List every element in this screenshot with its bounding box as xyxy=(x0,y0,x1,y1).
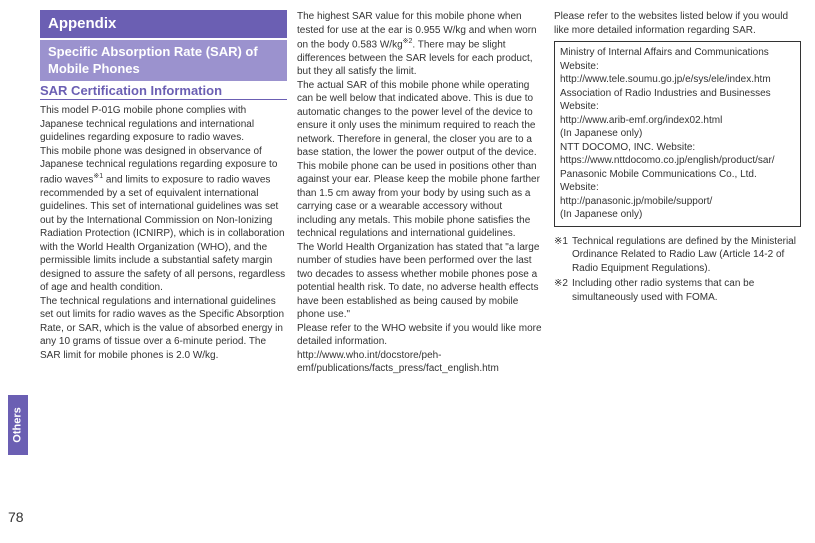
sar-heading: Specific Absorption Rate (SAR) of Mobile… xyxy=(40,40,287,81)
col1-para1: This model P-01G mobile phone complies w… xyxy=(40,104,287,145)
footnote-2: ※2 Including other radio systems that ca… xyxy=(554,277,801,304)
box-line-5: (In Japanese only) xyxy=(560,127,795,141)
col2-para1: The highest SAR value for this mobile ph… xyxy=(297,10,544,79)
box-line-10: (In Japanese only) xyxy=(560,208,795,222)
box-line-8: Panasonic Mobile Communications Co., Ltd… xyxy=(560,168,795,195)
footnote-2-text: Including other radio systems that can b… xyxy=(572,277,801,304)
appendix-heading: Appendix xyxy=(40,10,287,38)
col2-para2: The actual SAR of this mobile phone whil… xyxy=(297,79,544,160)
box-line-3: Association of Radio Industries and Busi… xyxy=(560,87,795,114)
column-1: Appendix Specific Absorption Rate (SAR) … xyxy=(40,10,287,533)
box-line-4: http://www.arib-emf.org/index02.html xyxy=(560,114,795,128)
footnote-2-mark: ※2 xyxy=(554,277,568,304)
cert-heading: SAR Certification Information xyxy=(40,83,287,101)
box-line-9: http://panasonic.jp/mobile/support/ xyxy=(560,195,795,209)
websites-box: Ministry of Internal Affairs and Communi… xyxy=(554,41,801,227)
col2-para1-sup: ※2 xyxy=(403,38,413,45)
box-line-7: https://www.nttdocomo.co.jp/english/prod… xyxy=(560,154,795,168)
page: Appendix Specific Absorption Rate (SAR) … xyxy=(0,0,815,543)
col2-para5: Please refer to the WHO website if you w… xyxy=(297,322,544,349)
footnote-1: ※1 Technical regulations are defined by … xyxy=(554,235,801,276)
col2-para4: The World Health Organization has stated… xyxy=(297,241,544,322)
footnote-1-mark: ※1 xyxy=(554,235,568,276)
box-line-6: NTT DOCOMO, INC. Website: xyxy=(560,141,795,155)
section-tab: Others xyxy=(8,395,28,455)
col2-para3: This mobile phone can be used in positio… xyxy=(297,160,544,241)
col1-para2b: and limits to exposure to radio waves re… xyxy=(40,174,285,293)
col2-url: http://www.who.int/docstore/peh-emf/publ… xyxy=(297,349,544,376)
col3-intro: Please refer to the websites listed belo… xyxy=(554,10,801,37)
footnote-1-text: Technical regulations are defined by the… xyxy=(572,235,801,276)
content-columns: Appendix Specific Absorption Rate (SAR) … xyxy=(0,0,815,543)
col1-para2-sup: ※1 xyxy=(93,173,103,180)
column-3: Please refer to the websites listed belo… xyxy=(554,10,801,533)
box-line-2: http://www.tele.soumu.go.jp/e/sys/ele/in… xyxy=(560,73,795,87)
col1-para3: The technical regulations and internatio… xyxy=(40,295,287,363)
col1-para2: This mobile phone was designed in observ… xyxy=(40,145,287,295)
box-line-1: Ministry of Internal Affairs and Communi… xyxy=(560,46,795,73)
page-number: 78 xyxy=(8,509,24,525)
footnotes: ※1 Technical regulations are defined by … xyxy=(554,235,801,305)
column-2: The highest SAR value for this mobile ph… xyxy=(297,10,544,533)
section-tab-label: Others xyxy=(12,407,24,442)
